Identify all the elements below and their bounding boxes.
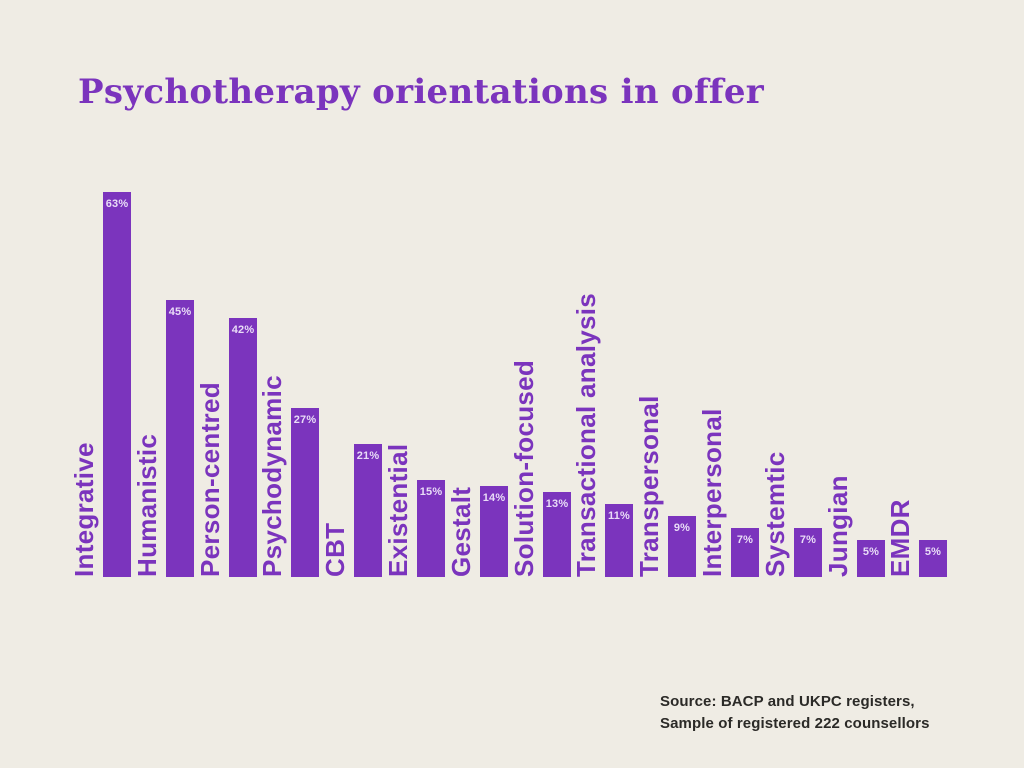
bar-existential: 15% <box>417 480 445 577</box>
bar-value-label: 21% <box>356 450 380 462</box>
category-label-solution-focused: Solution-focused <box>509 359 539 577</box>
category-label-transactional-analysis: Transactional analysis <box>571 292 601 577</box>
bar-integrative: 63% <box>103 192 131 577</box>
bar-cbt: 21% <box>354 444 382 577</box>
source-note: Source: BACP and UKPC registers, Sample … <box>660 691 930 734</box>
category-label-psychodynamic: Psychodynamic <box>257 375 287 577</box>
bar-humanistic: 45% <box>166 300 194 577</box>
category-label-existential: Existential <box>383 443 413 577</box>
category-label-humanistic: Humanistic <box>132 433 162 577</box>
bar-value-label: 13% <box>545 498 569 510</box>
bar-value-label: 14% <box>482 492 506 504</box>
bar-person-centred: 42% <box>229 318 257 577</box>
chart-title: Psychotherapy orientations in offer <box>78 72 764 112</box>
source-line-1: Source: BACP and UKPC registers, <box>660 693 915 710</box>
source-line-2: Sample of registered 222 counsellors <box>660 714 930 732</box>
category-label-interpersonal: Interpersonal <box>697 408 727 577</box>
bar-jungian: 5% <box>857 540 885 577</box>
bar-value-label: 42% <box>231 324 255 336</box>
category-label-emdr: EMDR <box>885 499 915 577</box>
bar-value-label: 45% <box>168 306 192 318</box>
bar-psychodynamic: 27% <box>291 408 319 577</box>
category-label-transpersonal: Transpersonal <box>634 395 664 577</box>
category-label-integrative: Integrative <box>69 442 99 577</box>
bar-value-label: 27% <box>293 414 317 426</box>
category-label-gestalt: Gestalt <box>446 486 476 577</box>
bar-value-label: 7% <box>736 534 754 546</box>
category-label-jungian: Jungian <box>823 475 853 577</box>
category-label-cbt: CBT <box>320 522 350 577</box>
bar-value-label: 11% <box>607 510 630 522</box>
bar-emdr: 5% <box>919 540 947 577</box>
bar-value-label: 5% <box>862 546 880 558</box>
category-label-person-centred: Person-centred <box>195 382 225 577</box>
bar-transactional-analysis: 11% <box>605 504 633 577</box>
bar-value-label: 9% <box>673 522 691 534</box>
bar-value-label: 15% <box>419 486 443 498</box>
bar-value-label: 7% <box>799 534 817 546</box>
bar-gestalt: 14% <box>480 486 508 577</box>
bar-solution-focused: 13% <box>543 492 571 577</box>
bar-value-label: 5% <box>924 546 942 558</box>
bar-interpersonal: 7% <box>731 528 759 577</box>
category-label-systemtic: Systemtic <box>760 451 790 577</box>
bar-transpersonal: 9% <box>668 516 696 577</box>
bar-systemtic: 7% <box>794 528 822 577</box>
bar-value-label: 63% <box>105 198 129 210</box>
